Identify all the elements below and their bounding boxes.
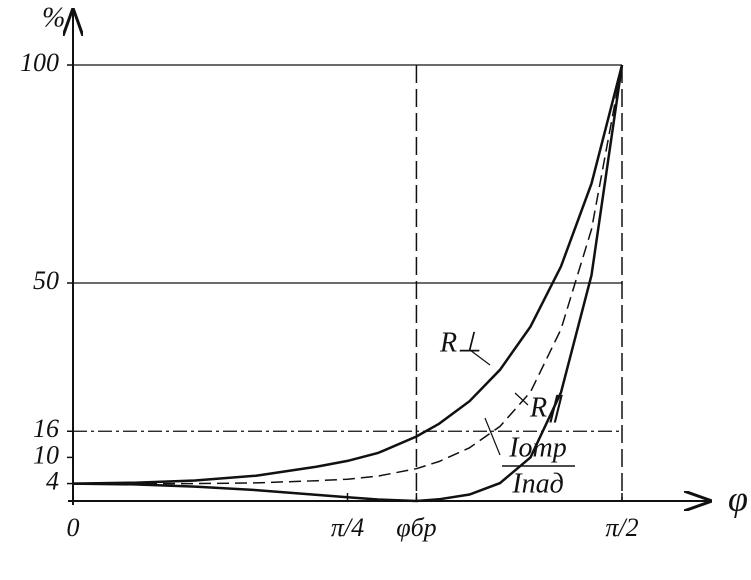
- x-tick-label: 0: [67, 513, 80, 542]
- series-line: [72, 64, 624, 485]
- leader: [514, 392, 529, 406]
- series-line: [72, 64, 624, 503]
- y-tick-label: 4: [46, 467, 59, 496]
- leader: [469, 349, 491, 366]
- x-tick-label: φбр: [396, 513, 436, 542]
- x-tick-label: π/4: [331, 513, 364, 542]
- series-label: Iотр: [508, 432, 567, 463]
- series-line: [73, 64, 623, 485]
- y-tick-label: 16: [33, 414, 59, 443]
- y-tick-label: 50: [33, 266, 59, 295]
- x-tick-label: π/2: [605, 513, 638, 542]
- x-axis-label: φ: [728, 478, 748, 518]
- series-label: R∥: [529, 392, 563, 423]
- leader: [484, 417, 501, 456]
- y-tick-label: 10: [33, 440, 59, 469]
- series-label: Iпад: [511, 468, 564, 499]
- y-axis-label: %: [42, 2, 65, 33]
- y-tick-label: 100: [20, 48, 59, 77]
